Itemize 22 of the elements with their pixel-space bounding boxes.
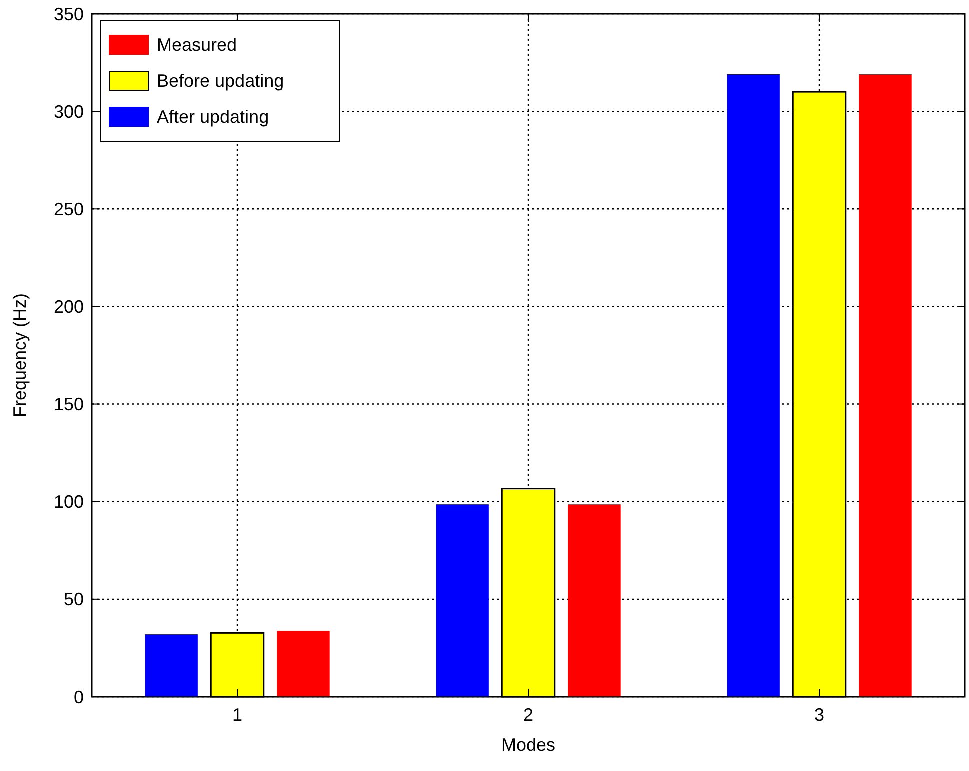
bar xyxy=(145,634,198,697)
bar xyxy=(727,74,780,697)
x-tick-label: 3 xyxy=(814,705,825,725)
y-axis-title: Frequency (Hz) xyxy=(10,293,30,418)
bar xyxy=(859,74,912,697)
y-tick-label: 200 xyxy=(54,297,84,318)
y-tick-label: 150 xyxy=(54,394,84,415)
x-axis-title: Modes xyxy=(501,735,556,755)
legend-label: Measured xyxy=(157,34,238,56)
y-tick-label: 50 xyxy=(64,590,84,610)
bar xyxy=(436,504,489,697)
y-tick-label: 0 xyxy=(74,687,84,708)
x-tick-label: 1 xyxy=(232,705,243,725)
y-tick-label: 100 xyxy=(54,492,84,512)
y-tick-label: 350 xyxy=(54,4,84,24)
legend-label: After updating xyxy=(157,106,270,128)
legend-label: Before updating xyxy=(157,70,284,92)
bar xyxy=(277,631,330,697)
bar xyxy=(568,504,621,697)
x-tick-label: 2 xyxy=(523,705,534,725)
y-tick-label: 300 xyxy=(54,102,84,122)
y-tick-label: 250 xyxy=(54,199,84,220)
